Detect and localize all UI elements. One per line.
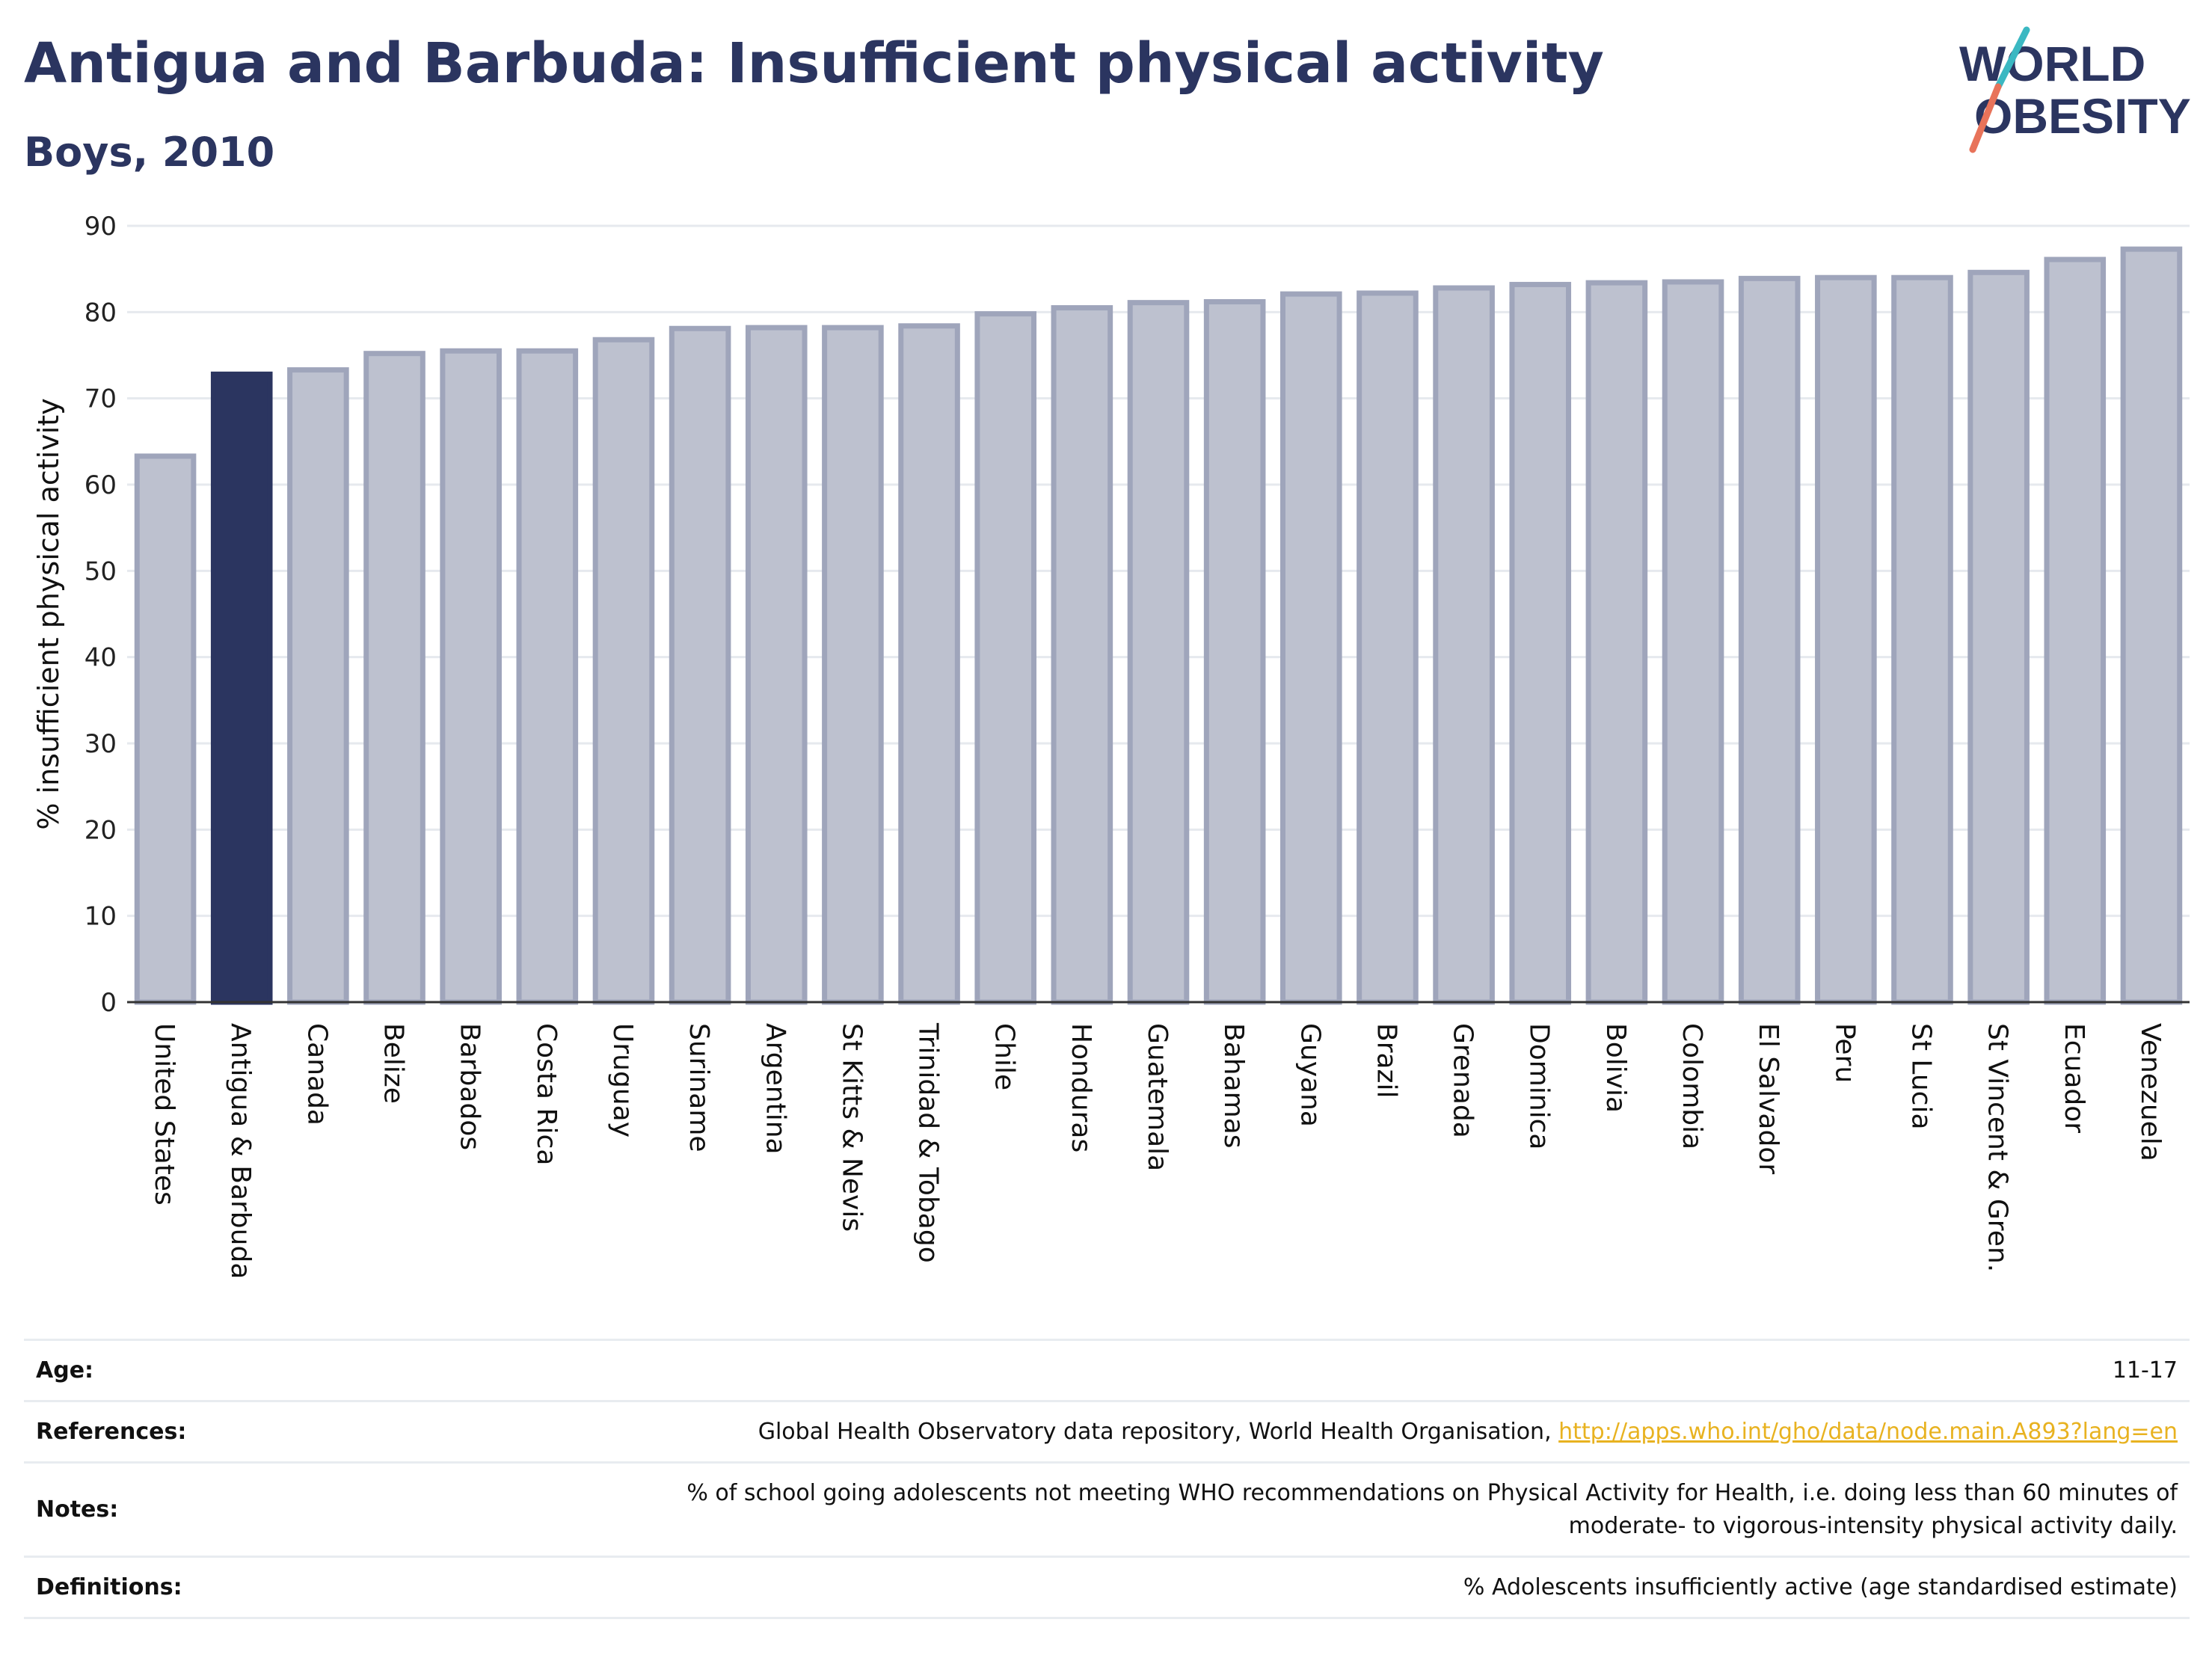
bar bbox=[2120, 246, 2183, 1005]
bar bbox=[1967, 269, 2030, 1005]
y-tick-label: 50 bbox=[85, 556, 117, 586]
notes-label: Notes: bbox=[24, 1461, 272, 1557]
y-tick-label: 90 bbox=[85, 212, 117, 242]
bar bbox=[1509, 281, 1572, 1005]
bar bbox=[2044, 257, 2107, 1005]
references-value: Global Health Observatory data repositor… bbox=[272, 1400, 2190, 1463]
notes-line-1: % of school going adolescents not meetin… bbox=[686, 1479, 2178, 1506]
x-tick-label: Bolivia bbox=[1600, 1023, 1631, 1113]
x-tick-label: Brazil bbox=[1371, 1023, 1401, 1098]
bar bbox=[1433, 285, 1495, 1005]
references-row: References: Global Health Observatory da… bbox=[24, 1400, 2190, 1463]
x-tick-label: Belize bbox=[378, 1023, 409, 1104]
bar bbox=[974, 311, 1036, 1005]
x-tick-label: St Lucia bbox=[1905, 1023, 1936, 1130]
x-tick-label: El Salvador bbox=[1753, 1023, 1784, 1174]
logo-line-2: OBESITY bbox=[1974, 88, 2191, 144]
bar bbox=[1357, 290, 1419, 1005]
bar bbox=[1280, 291, 1342, 1005]
x-tick-label: Bahamas bbox=[1218, 1023, 1249, 1149]
bar bbox=[898, 323, 960, 1005]
bar bbox=[1127, 300, 1190, 1005]
x-tick-label: Trinidad & Tobago bbox=[913, 1022, 944, 1263]
y-axis-label: % insufficient physical activity bbox=[32, 398, 65, 829]
y-tick-label: 60 bbox=[85, 470, 117, 500]
bar bbox=[287, 367, 349, 1005]
x-tick-label: Argentina bbox=[760, 1023, 790, 1155]
y-tick-label: 0 bbox=[100, 988, 117, 1018]
x-tick-label: United States bbox=[149, 1023, 179, 1206]
notes-value: % of school going adolescents not meetin… bbox=[272, 1461, 2190, 1557]
bar bbox=[1891, 274, 1953, 1005]
x-tick-label: Colombia bbox=[1677, 1023, 1707, 1149]
x-tick-label: Canada bbox=[301, 1023, 332, 1126]
references-text: Global Health Observatory data repositor… bbox=[758, 1418, 1559, 1445]
metadata-table: Age: 11-17 References: Global Health Obs… bbox=[24, 1339, 2190, 1619]
x-tick-label: Guyana bbox=[1294, 1023, 1325, 1127]
y-tick-label: 20 bbox=[85, 815, 117, 845]
references-label: References: bbox=[24, 1400, 272, 1463]
bar bbox=[1051, 305, 1113, 1005]
bar bbox=[1815, 274, 1877, 1005]
bar bbox=[822, 325, 884, 1005]
bar bbox=[363, 351, 425, 1005]
bar bbox=[516, 348, 579, 1005]
x-tick-label: Venezuela bbox=[2135, 1023, 2166, 1161]
definitions-row: Definitions: % Adolescents insufficientl… bbox=[24, 1556, 2190, 1619]
x-tick-label: St Kitts & Nevis bbox=[836, 1023, 867, 1232]
references-link[interactable]: http://apps.who.int/gho/data/node.main.A… bbox=[1558, 1418, 2178, 1445]
logo-slash-coral bbox=[1969, 83, 2002, 153]
x-tick-label: Chile bbox=[989, 1023, 1020, 1090]
y-tick-label: 80 bbox=[85, 298, 117, 328]
bar bbox=[1738, 275, 1801, 1005]
x-tick-label: Uruguay bbox=[607, 1023, 638, 1137]
y-tick-label: 30 bbox=[85, 729, 117, 759]
x-tick-label: Ecuador bbox=[2059, 1023, 2089, 1133]
bar bbox=[669, 325, 731, 1005]
bar bbox=[592, 337, 655, 1005]
age-value: 11-17 bbox=[272, 1339, 2190, 1401]
x-tick-label: Barbados bbox=[455, 1023, 485, 1150]
page-subtitle: Boys, 2010 bbox=[24, 129, 275, 176]
bar bbox=[210, 371, 273, 1005]
bar bbox=[745, 325, 808, 1005]
y-tick-label: 70 bbox=[85, 384, 117, 414]
age-label: Age: bbox=[24, 1339, 272, 1401]
x-tick-label: Dominica bbox=[1524, 1023, 1555, 1150]
bar bbox=[134, 453, 197, 1005]
x-tick-label: Honduras bbox=[1066, 1023, 1096, 1152]
age-row: Age: 11-17 bbox=[24, 1339, 2190, 1401]
world-obesity-logo: WORLD OBESITY bbox=[1959, 26, 2191, 153]
x-tick-label: Suriname bbox=[683, 1023, 714, 1152]
definitions-value: % Adolescents insufficiently active (age… bbox=[272, 1556, 2190, 1619]
y-tick-label: 10 bbox=[85, 902, 117, 932]
x-tick-label: Peru bbox=[1829, 1023, 1860, 1083]
y-tick-label: 40 bbox=[85, 643, 117, 673]
bar bbox=[1585, 280, 1648, 1005]
x-tick-label: Costa Rica bbox=[531, 1023, 562, 1165]
x-tick-label: St Vincent & Gren. bbox=[1982, 1023, 2013, 1272]
bar bbox=[440, 348, 502, 1005]
page-title: Antigua and Barbuda: Insufficient physic… bbox=[24, 31, 1604, 96]
definitions-label: Definitions: bbox=[24, 1556, 272, 1619]
notes-line-2: moderate- to vigorous-intensity physical… bbox=[1568, 1512, 2178, 1539]
bar bbox=[1203, 298, 1266, 1005]
x-tick-label: Grenada bbox=[1448, 1023, 1478, 1138]
notes-row: Notes: % of school going adolescents not… bbox=[24, 1461, 2190, 1557]
bar bbox=[1662, 279, 1724, 1005]
logo-line-1: WORLD bbox=[1959, 36, 2145, 91]
x-tick-label: Antigua & Barbuda bbox=[225, 1023, 256, 1279]
logo-slash-teal bbox=[1994, 26, 2030, 90]
x-tick-label: Guatemala bbox=[1142, 1023, 1173, 1171]
bar-chart: 0 10 20 30 40 50 60 70 80 90 % insufficient physic… bbox=[32, 212, 2190, 1279]
